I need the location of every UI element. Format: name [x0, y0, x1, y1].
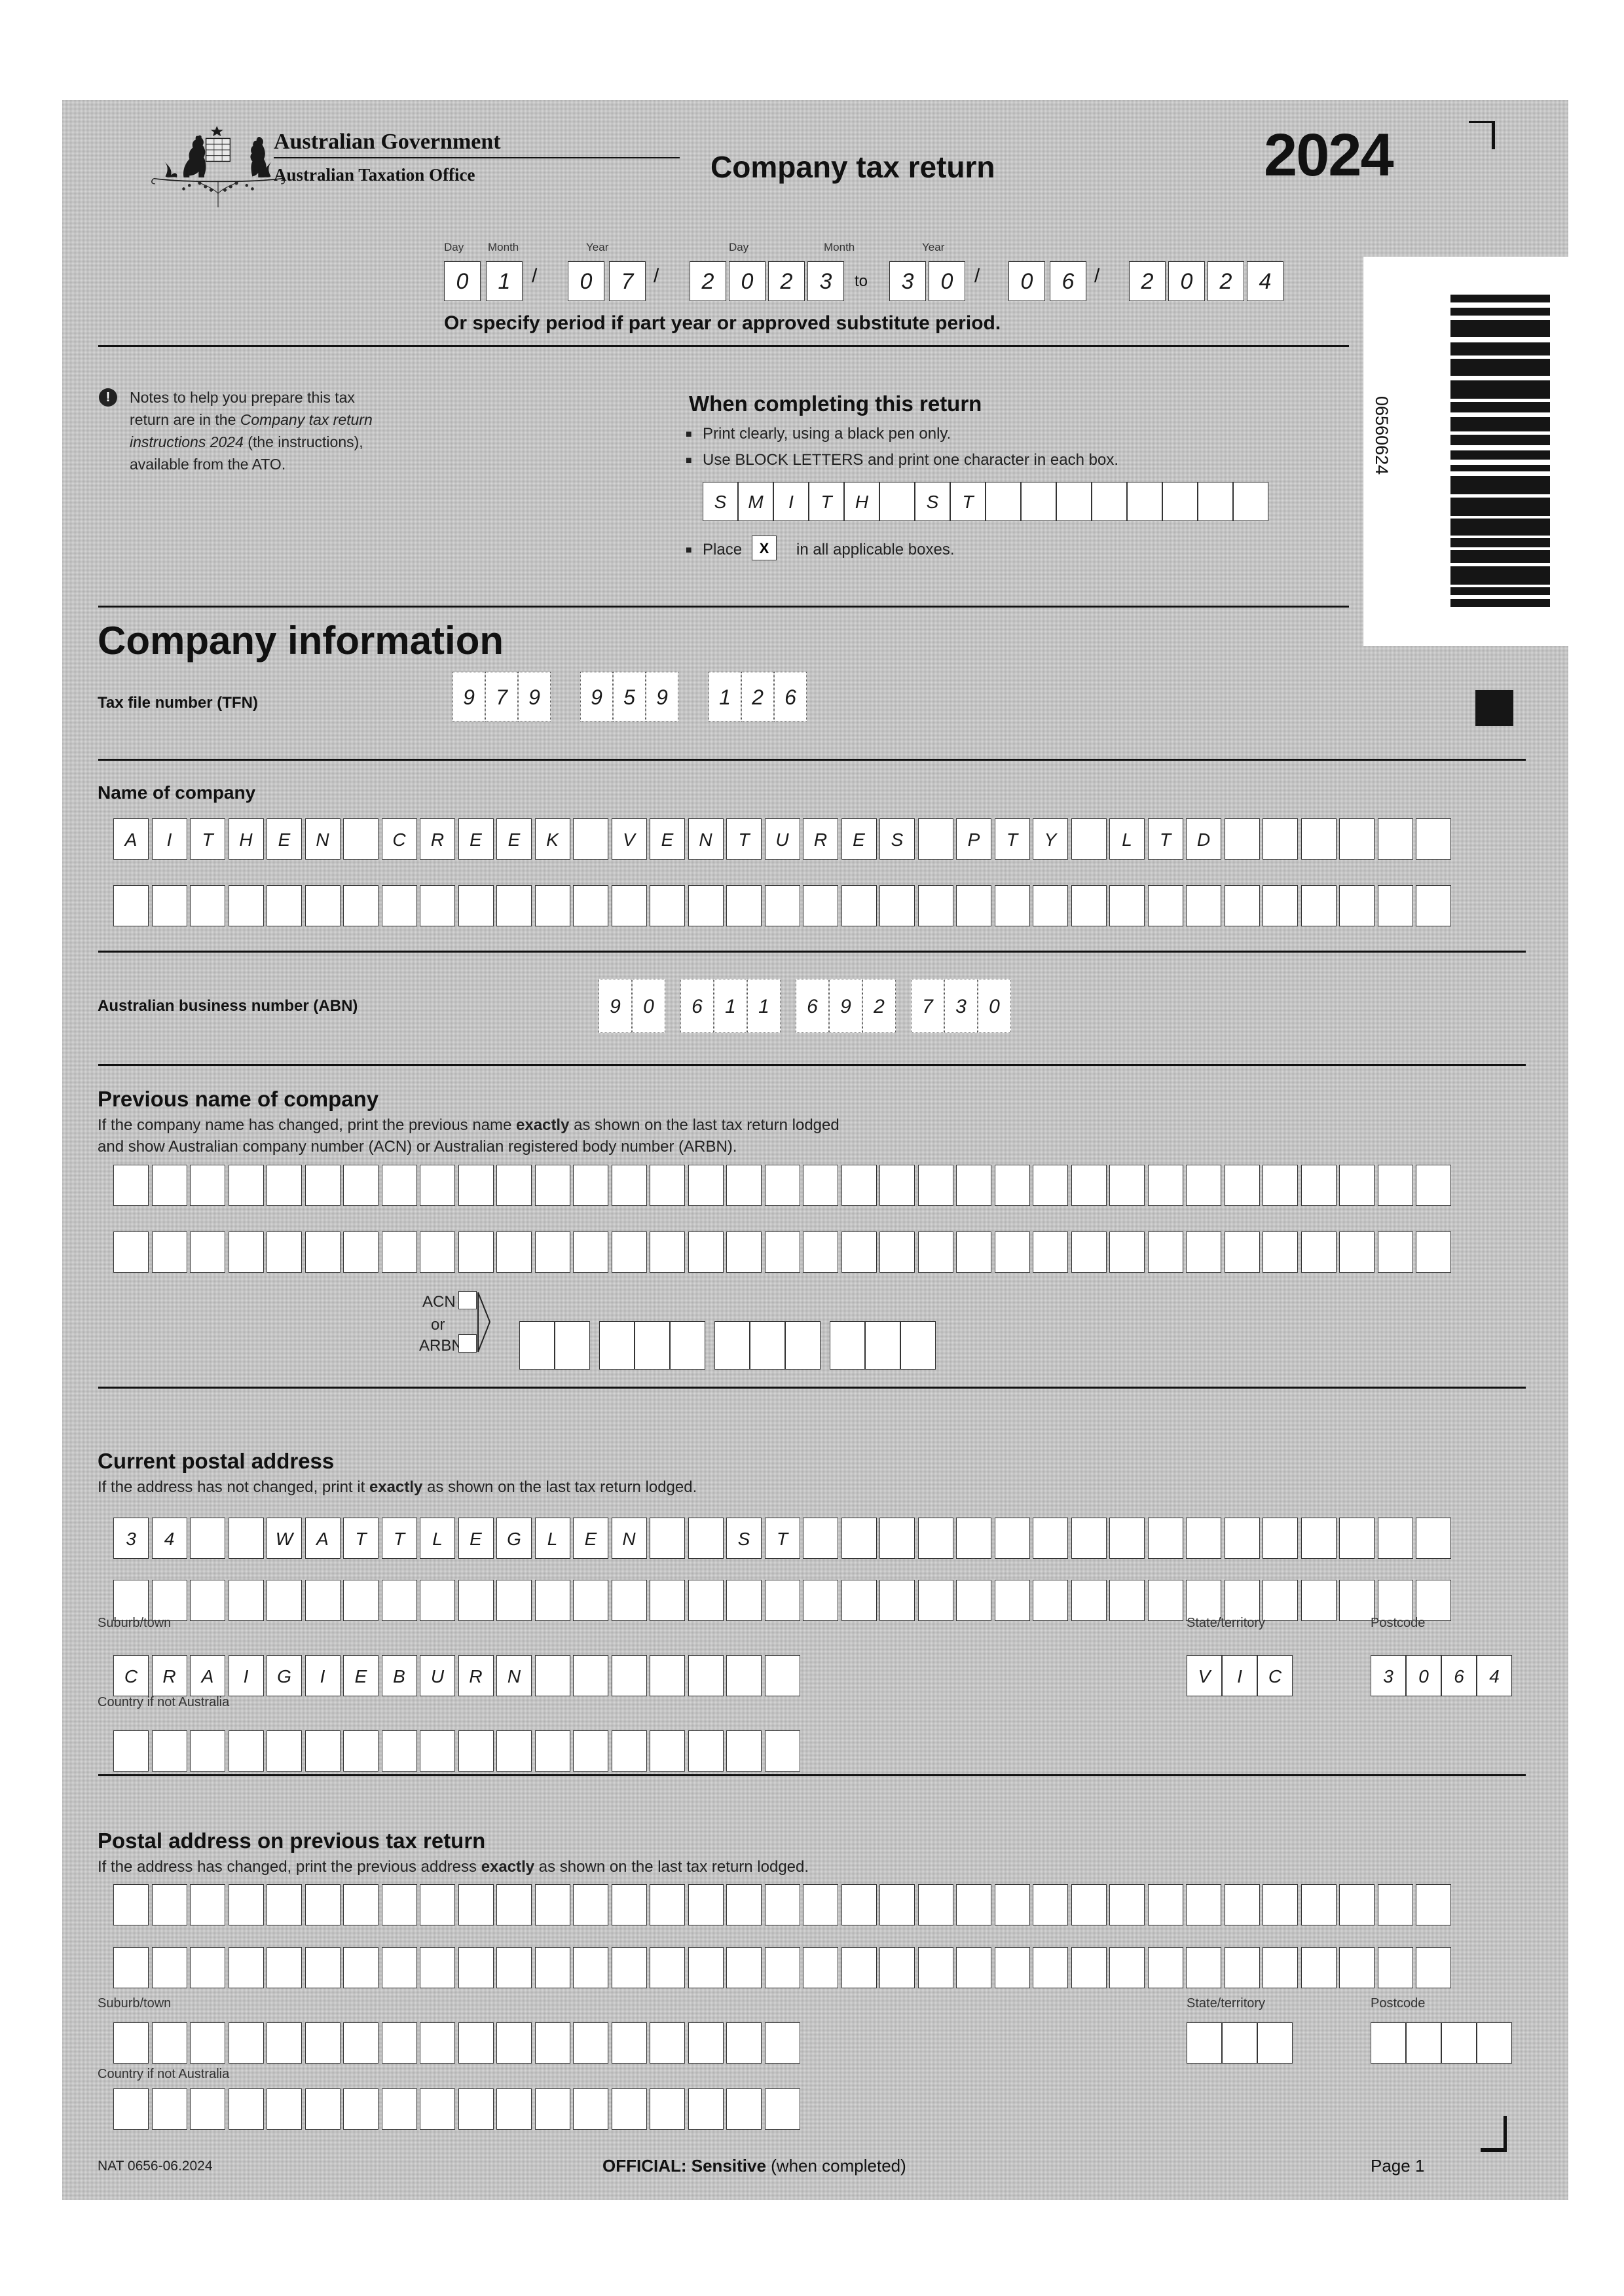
svg-text:06560624: 06560624 [1372, 396, 1392, 475]
